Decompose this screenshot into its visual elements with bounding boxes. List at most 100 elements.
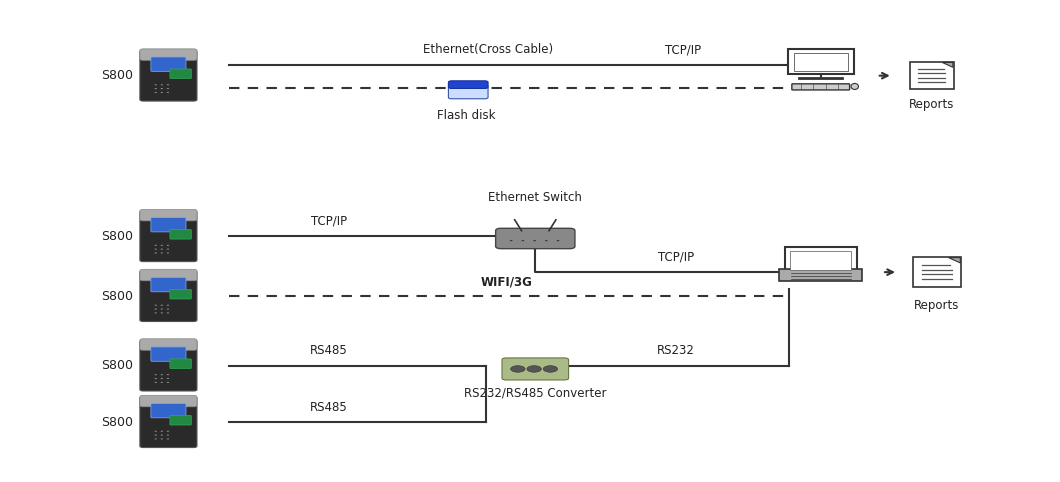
Circle shape — [155, 88, 157, 89]
Circle shape — [522, 240, 525, 241]
Circle shape — [155, 308, 157, 309]
FancyBboxPatch shape — [140, 269, 197, 281]
FancyBboxPatch shape — [909, 62, 954, 89]
Circle shape — [166, 253, 170, 254]
Text: S800: S800 — [102, 290, 134, 303]
FancyBboxPatch shape — [788, 49, 853, 75]
Text: S800: S800 — [102, 415, 134, 428]
Text: RS232/RS485 Converter: RS232/RS485 Converter — [464, 387, 606, 400]
Circle shape — [155, 312, 157, 313]
Circle shape — [160, 431, 163, 432]
FancyBboxPatch shape — [140, 49, 197, 60]
Circle shape — [155, 374, 157, 375]
FancyBboxPatch shape — [496, 228, 575, 249]
Circle shape — [155, 438, 157, 440]
FancyBboxPatch shape — [140, 340, 197, 391]
Circle shape — [160, 312, 163, 313]
Circle shape — [166, 374, 170, 375]
Circle shape — [160, 434, 163, 436]
FancyBboxPatch shape — [140, 397, 197, 448]
Circle shape — [166, 312, 170, 313]
Circle shape — [160, 88, 163, 89]
Circle shape — [155, 382, 157, 383]
Circle shape — [160, 382, 163, 383]
FancyBboxPatch shape — [784, 247, 856, 273]
Circle shape — [166, 88, 170, 89]
Text: WIFI/3G: WIFI/3G — [481, 276, 533, 289]
FancyBboxPatch shape — [140, 271, 197, 321]
Text: S800: S800 — [102, 359, 134, 372]
FancyBboxPatch shape — [151, 347, 186, 362]
Text: RS485: RS485 — [311, 344, 348, 357]
FancyBboxPatch shape — [913, 257, 961, 287]
Circle shape — [155, 305, 157, 306]
Text: Ethernet Switch: Ethernet Switch — [489, 190, 582, 203]
Circle shape — [155, 378, 157, 379]
FancyBboxPatch shape — [170, 415, 191, 425]
Text: RS485: RS485 — [311, 401, 348, 414]
Circle shape — [160, 92, 163, 93]
Circle shape — [160, 308, 163, 309]
Circle shape — [160, 305, 163, 306]
Circle shape — [166, 305, 170, 306]
FancyBboxPatch shape — [792, 84, 850, 90]
Circle shape — [166, 382, 170, 383]
Polygon shape — [949, 258, 960, 263]
FancyBboxPatch shape — [151, 57, 186, 71]
Circle shape — [166, 431, 170, 432]
Circle shape — [533, 240, 536, 241]
Circle shape — [166, 84, 170, 85]
Circle shape — [166, 378, 170, 379]
FancyBboxPatch shape — [790, 251, 851, 270]
Circle shape — [160, 249, 163, 250]
FancyBboxPatch shape — [151, 278, 186, 292]
FancyBboxPatch shape — [170, 359, 191, 368]
FancyBboxPatch shape — [140, 50, 197, 101]
Circle shape — [155, 434, 157, 436]
Circle shape — [155, 431, 157, 432]
Circle shape — [155, 245, 157, 246]
Circle shape — [527, 366, 542, 372]
FancyBboxPatch shape — [448, 85, 488, 99]
Circle shape — [160, 374, 163, 375]
Circle shape — [543, 366, 558, 372]
Circle shape — [160, 245, 163, 246]
Circle shape — [155, 253, 157, 254]
Circle shape — [166, 249, 170, 250]
FancyBboxPatch shape — [794, 54, 848, 71]
Text: S800: S800 — [102, 69, 134, 82]
Circle shape — [160, 84, 163, 85]
FancyBboxPatch shape — [502, 358, 568, 380]
Circle shape — [160, 378, 163, 379]
Text: Reports: Reports — [909, 98, 954, 111]
FancyBboxPatch shape — [170, 69, 191, 79]
FancyBboxPatch shape — [170, 289, 191, 299]
Circle shape — [166, 434, 170, 436]
Circle shape — [166, 438, 170, 440]
Circle shape — [556, 240, 560, 241]
FancyBboxPatch shape — [140, 395, 197, 407]
Text: S800: S800 — [102, 230, 134, 243]
FancyBboxPatch shape — [151, 217, 186, 232]
Circle shape — [160, 253, 163, 254]
FancyBboxPatch shape — [140, 211, 197, 262]
Circle shape — [155, 249, 157, 250]
FancyBboxPatch shape — [457, 83, 476, 90]
Text: TCP/IP: TCP/IP — [666, 43, 702, 56]
FancyBboxPatch shape — [151, 403, 186, 418]
FancyBboxPatch shape — [140, 339, 197, 350]
Circle shape — [511, 366, 525, 372]
FancyBboxPatch shape — [170, 229, 191, 239]
Circle shape — [166, 245, 170, 246]
Circle shape — [545, 240, 548, 241]
Circle shape — [166, 92, 170, 93]
Ellipse shape — [851, 83, 859, 90]
Circle shape — [155, 84, 157, 85]
FancyBboxPatch shape — [779, 269, 863, 281]
Circle shape — [166, 308, 170, 309]
Text: TCP/IP: TCP/IP — [658, 251, 694, 264]
FancyBboxPatch shape — [140, 209, 197, 221]
Text: RS232: RS232 — [657, 344, 695, 357]
Circle shape — [510, 240, 513, 241]
Circle shape — [155, 92, 157, 93]
